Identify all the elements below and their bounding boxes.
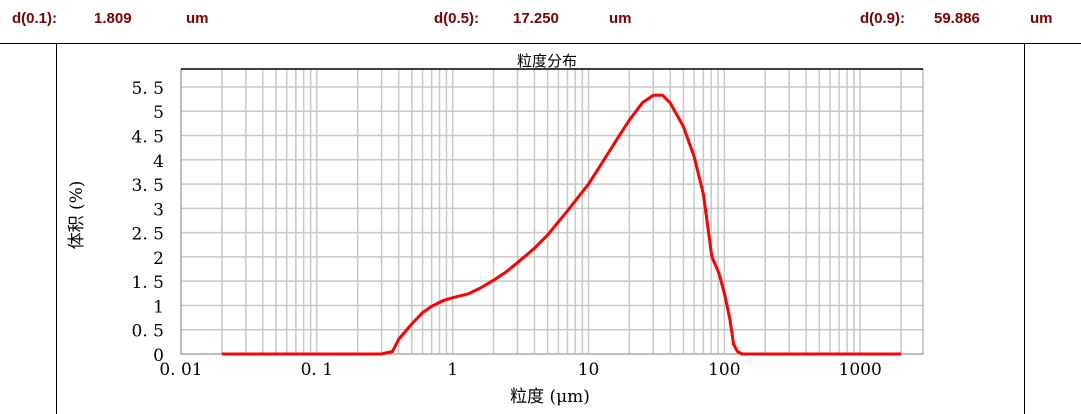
y-tick-label: 0. 5 — [132, 322, 164, 342]
y-tick-label: 2. 5 — [132, 225, 164, 245]
chart-title: 粒度分布 — [517, 52, 577, 70]
x-tick-label: 10 — [578, 360, 600, 380]
y-tick-label: 5 — [153, 103, 164, 123]
d50-value: 17.250 — [513, 10, 559, 27]
x-tick-label: 0. 01 — [159, 360, 202, 380]
y-tick-label: 1. 5 — [132, 273, 164, 293]
x-tick-label: 100 — [708, 360, 740, 380]
x-tick-label: 1 — [447, 360, 458, 380]
y-tick-label: 1 — [153, 297, 164, 317]
x-axis-label: 粒度 (μm) — [510, 387, 590, 407]
y-tick-label: 5. 5 — [132, 79, 164, 99]
y-tick-label: 3 — [153, 200, 164, 220]
y-tick-label: 4. 5 — [132, 128, 164, 148]
d90-value: 59.886 — [934, 10, 980, 27]
d10-unit: um — [186, 10, 209, 27]
x-tick-label: 0. 1 — [301, 360, 333, 380]
x-tick-label: 1000 — [839, 360, 882, 380]
y-tick-label: 0 — [153, 346, 164, 366]
d90-unit: um — [1030, 10, 1053, 27]
y-tick-label: 2 — [153, 249, 164, 269]
y-tick-label: 4 — [153, 152, 164, 172]
d10-value: 1.809 — [94, 10, 132, 27]
d10-label: d(0.1): — [12, 10, 57, 27]
y-tick-label: 3. 5 — [132, 176, 164, 196]
chart-frame — [56, 43, 1025, 414]
d50-label: d(0.5): — [434, 10, 479, 27]
y-axis-label: 体积 (%) — [67, 181, 87, 250]
d50-unit: um — [609, 10, 632, 27]
distribution-line — [221, 93, 902, 356]
d90-label: d(0.9): — [860, 10, 905, 27]
